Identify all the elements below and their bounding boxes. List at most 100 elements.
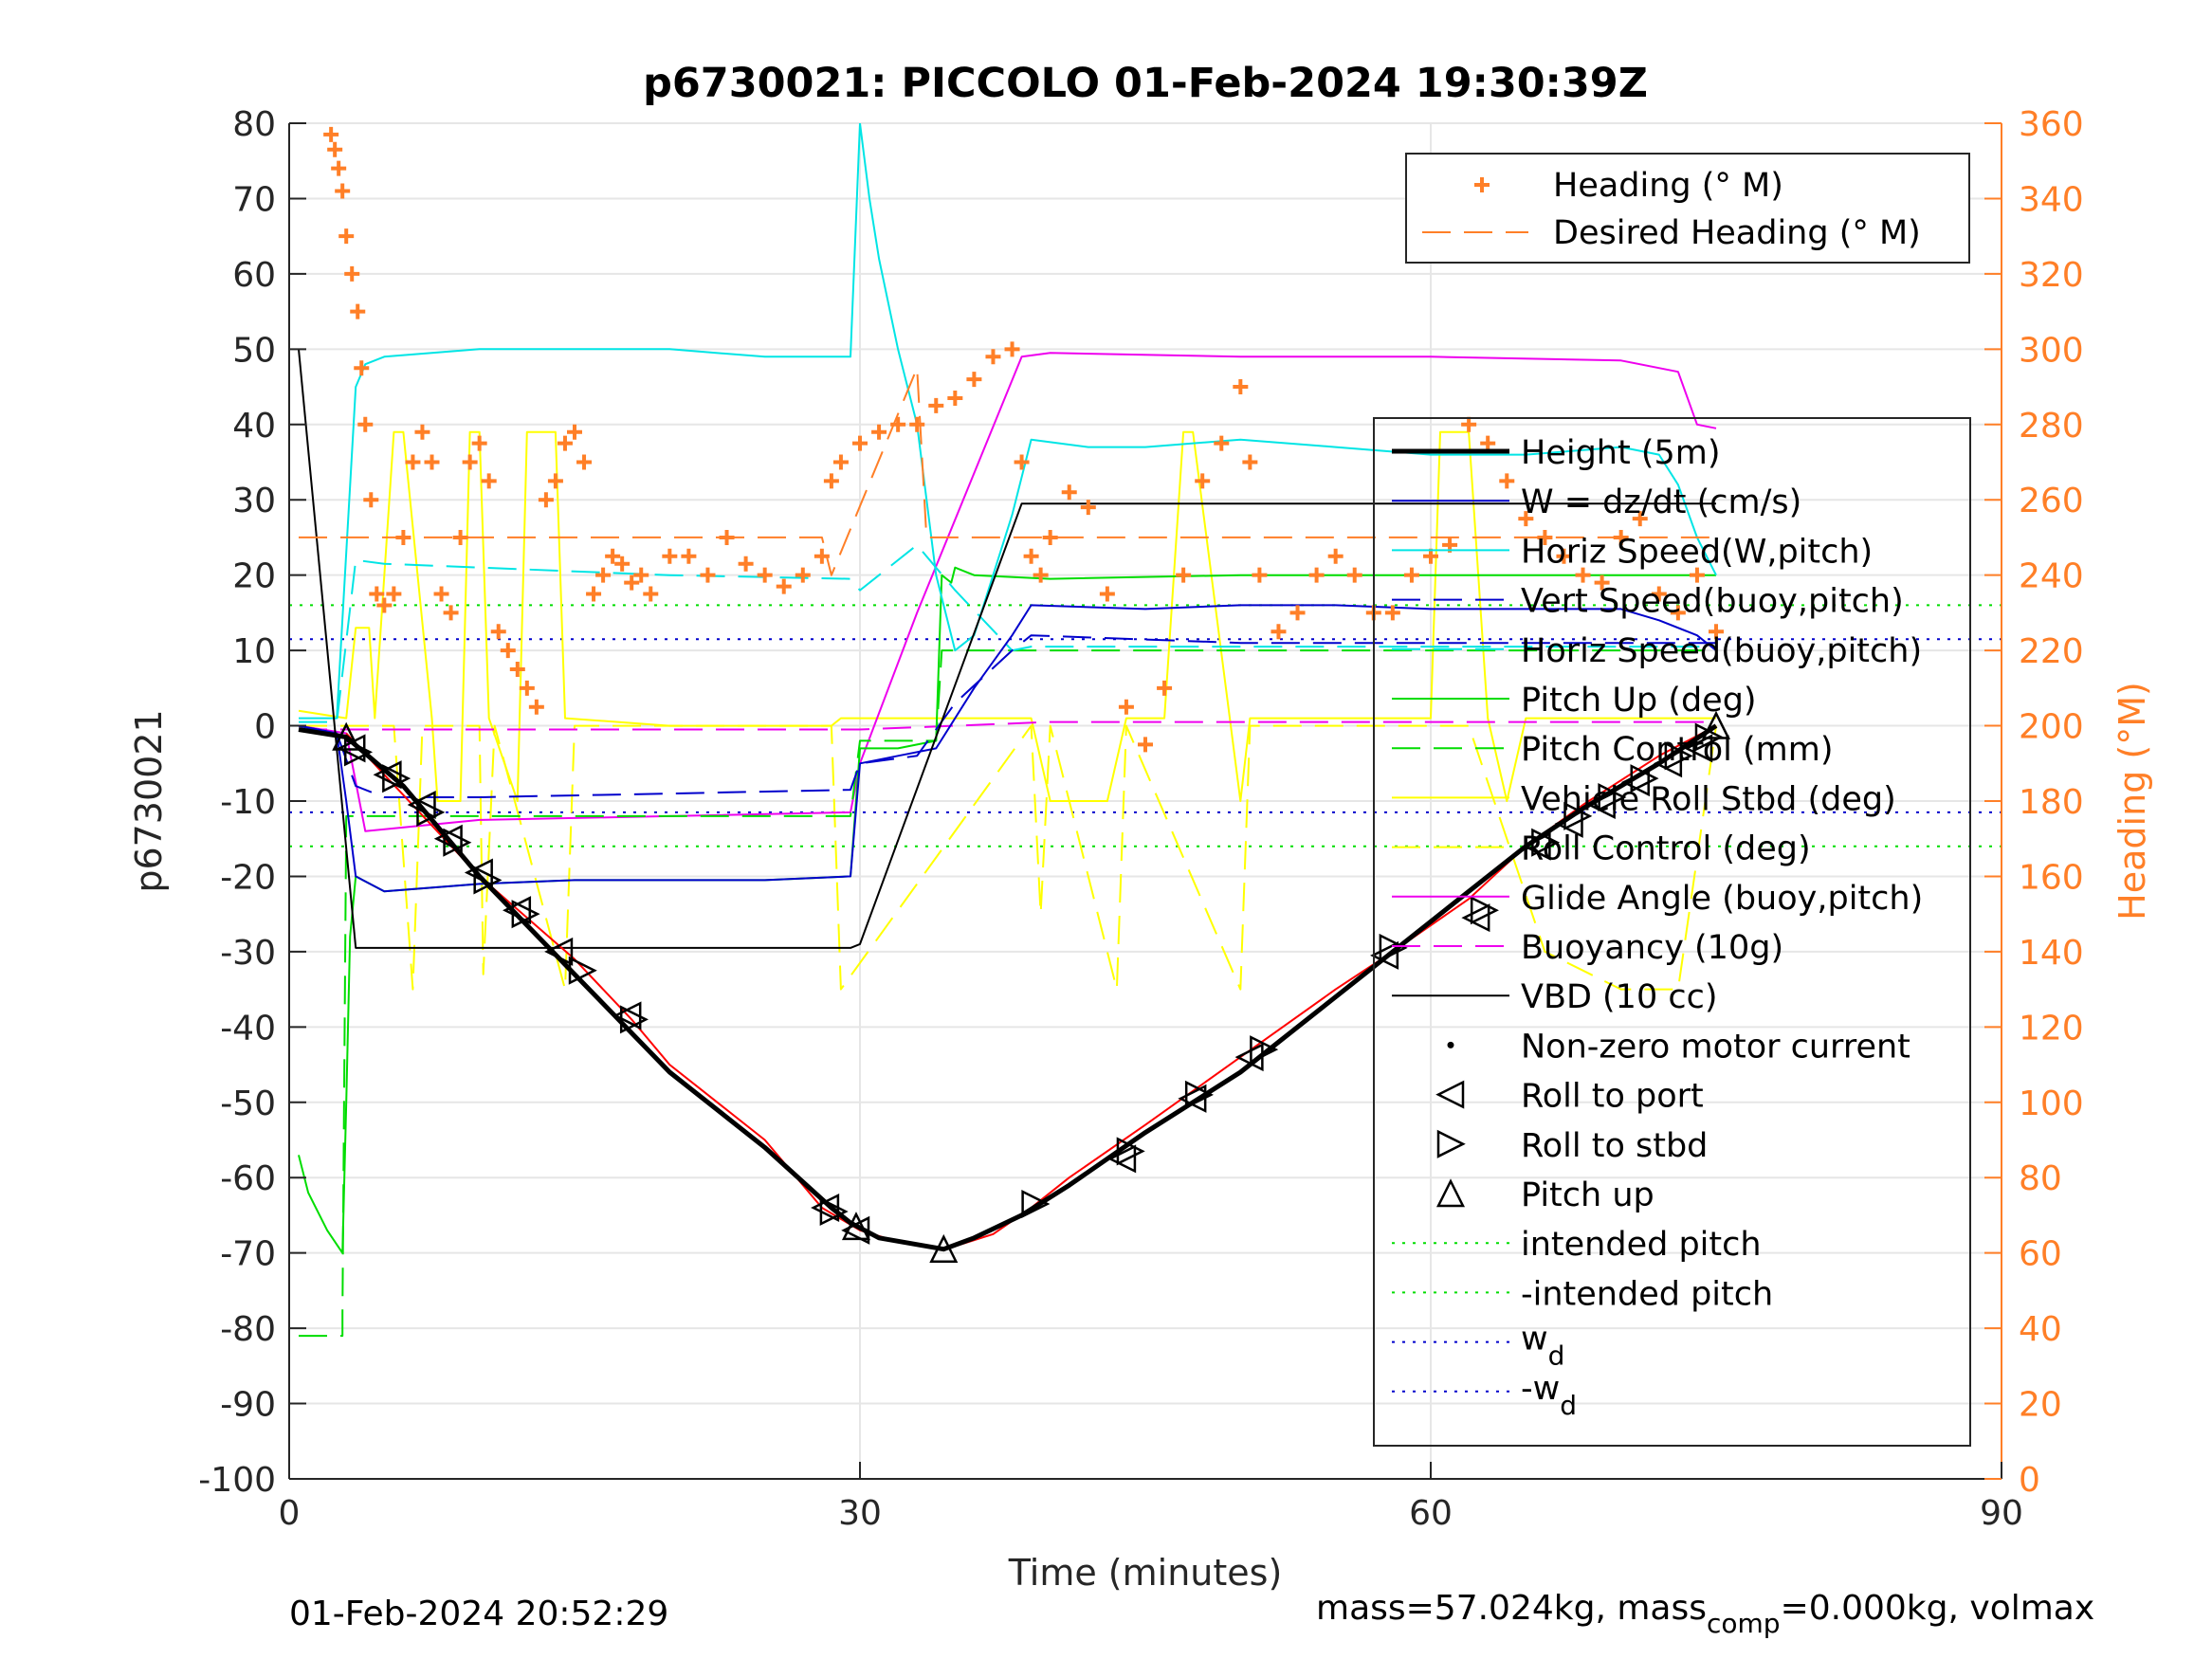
- series-vert-speed-buoy-pitch: [298, 634, 1716, 798]
- heading-marker: [643, 586, 659, 602]
- series-desired-heading-m: [299, 367, 1716, 576]
- y-tick-label: 40: [232, 407, 276, 446]
- heading-marker: [1233, 379, 1249, 395]
- legend-heading: Heading (° M) Desired Heading (° M): [1405, 153, 1970, 264]
- heading-marker: [1157, 680, 1173, 696]
- y-tick-label: 10: [232, 632, 276, 671]
- heading-marker: [795, 567, 811, 583]
- legend-label-intended-pitch: intended pitch: [1521, 1226, 1762, 1264]
- y-tick-label: -70: [220, 1235, 276, 1274]
- y2-tick-label: 200: [2019, 708, 2084, 747]
- marker-roll-to-stbd: [1250, 1035, 1279, 1065]
- legend-label-vert-speed-buoy-pitch: Vert Speed(buoy,pitch): [1521, 583, 1904, 621]
- heading-marker: [1594, 574, 1610, 591]
- heading-marker: [443, 605, 459, 621]
- heading-marker: [323, 126, 339, 142]
- marker-roll-to-stbd: [1630, 764, 1659, 793]
- marker-pitch-up: [929, 1233, 959, 1263]
- heading-marker: [1556, 548, 1572, 564]
- y2-tick-label: 40: [2019, 1310, 2062, 1349]
- heading-marker: [538, 492, 554, 508]
- x-tick-label: 30: [838, 1494, 882, 1533]
- marker-roll-to-port: [841, 1215, 870, 1245]
- heading-marker: [1118, 699, 1134, 715]
- heading-marker: [909, 416, 925, 432]
- heading-marker: [547, 473, 563, 489]
- y2-tick-label: 260: [2019, 482, 2084, 520]
- legend-label-neg-w-d: -wd: [1521, 1370, 1577, 1421]
- heading-marker: [1138, 737, 1153, 753]
- heading-marker: [471, 435, 487, 451]
- heading-marker: [369, 586, 385, 602]
- y-tick-label: -50: [220, 1085, 276, 1123]
- marker-roll-to-port: [1461, 903, 1490, 933]
- heading-marker: [1670, 605, 1686, 621]
- heading-marker: [757, 567, 773, 583]
- marker-pitch-up: [332, 721, 361, 751]
- marker-roll-to-stbd: [1664, 741, 1693, 771]
- legend-swatch-dot: [1447, 1041, 1454, 1048]
- legend-label-horiz-speed-w-pitch: Horiz Speed(W,pitch): [1521, 533, 1873, 571]
- marker-roll-to-port: [1684, 734, 1713, 763]
- heading-marker: [1099, 586, 1115, 602]
- y-tick-label: 30: [232, 482, 276, 520]
- heading-marker: [1042, 529, 1058, 545]
- legend-main-box: [1373, 417, 1971, 1447]
- heading-marker: [350, 303, 366, 319]
- heading-marker: [1271, 624, 1287, 640]
- heading-marker: [633, 567, 649, 583]
- marker-roll-to-stbd: [1563, 801, 1593, 830]
- heading-marker: [1499, 473, 1515, 489]
- heading-marker: [814, 548, 830, 564]
- chart-title: p6730021: PICCOLO 01-Feb-2024 19:30:39Z: [643, 60, 1648, 107]
- heading-marker: [1308, 567, 1325, 583]
- heading-marker: [605, 548, 621, 564]
- marker-roll-to-stbd: [819, 1196, 849, 1226]
- heading-marker: [500, 643, 516, 659]
- heading-marker: [1014, 454, 1030, 470]
- heading-marker: [519, 680, 535, 696]
- heading-marker: [576, 454, 593, 470]
- heading-marker: [1214, 435, 1230, 451]
- legend-label-intended-pitch: -intended pitch: [1521, 1275, 1773, 1313]
- heading-marker: [586, 586, 602, 602]
- series-roll-control-deg: [299, 724, 1717, 991]
- marker-roll-to-stbd: [1470, 896, 1499, 925]
- heading-marker: [424, 454, 440, 470]
- heading-marker: [852, 435, 868, 451]
- heading-marker: [832, 454, 849, 470]
- x-tick-label: 0: [279, 1494, 301, 1533]
- marker-roll-to-stbd: [443, 828, 472, 857]
- y2-tick-label: 160: [2019, 858, 2084, 897]
- y-tick-label: 70: [232, 180, 276, 219]
- heading-marker: [376, 597, 393, 613]
- marker-roll-to-port: [1554, 809, 1583, 838]
- legend-label-roll-control-deg: Roll Control (deg): [1521, 830, 1811, 868]
- marker-roll-to-stbd: [568, 956, 597, 985]
- series-glide-angle-buoy-pitch: [298, 352, 1717, 832]
- y2-tick-label: 80: [2019, 1159, 2062, 1198]
- legend-label-height-5m: Height (5m): [1521, 434, 1721, 472]
- series-w-dz-dt-cm-s: [298, 604, 1717, 893]
- marker-roll-to-port: [407, 790, 436, 819]
- heading-marker: [1632, 511, 1648, 527]
- heading-marker: [1195, 473, 1211, 489]
- y2-axis-label: Heading (°M): [2111, 682, 2153, 921]
- heading-marker: [509, 661, 525, 677]
- y-tick-label: -60: [220, 1159, 276, 1198]
- heading-marker: [1689, 567, 1705, 583]
- y2-tick-label: 220: [2019, 632, 2084, 671]
- legend-label-buoyancy-10g: Buoyancy (10g): [1521, 929, 1783, 967]
- marker-roll-to-port: [1370, 940, 1399, 970]
- y2-tick-label: 100: [2019, 1085, 2084, 1123]
- y2-tick-label: 320: [2019, 256, 2084, 295]
- heading-marker: [1061, 484, 1077, 501]
- y2-tick-label: 180: [2019, 783, 2084, 822]
- heading-marker: [1537, 529, 1553, 545]
- heading-marker: [363, 492, 379, 508]
- legend-label-horiz-speed-buoy-pitch: Horiz Speed(buoy,pitch): [1521, 632, 1922, 670]
- heading-marker: [776, 578, 792, 594]
- heading-marker: [1252, 567, 1268, 583]
- legend-heading-item: Desired Heading (° M): [1553, 214, 1921, 252]
